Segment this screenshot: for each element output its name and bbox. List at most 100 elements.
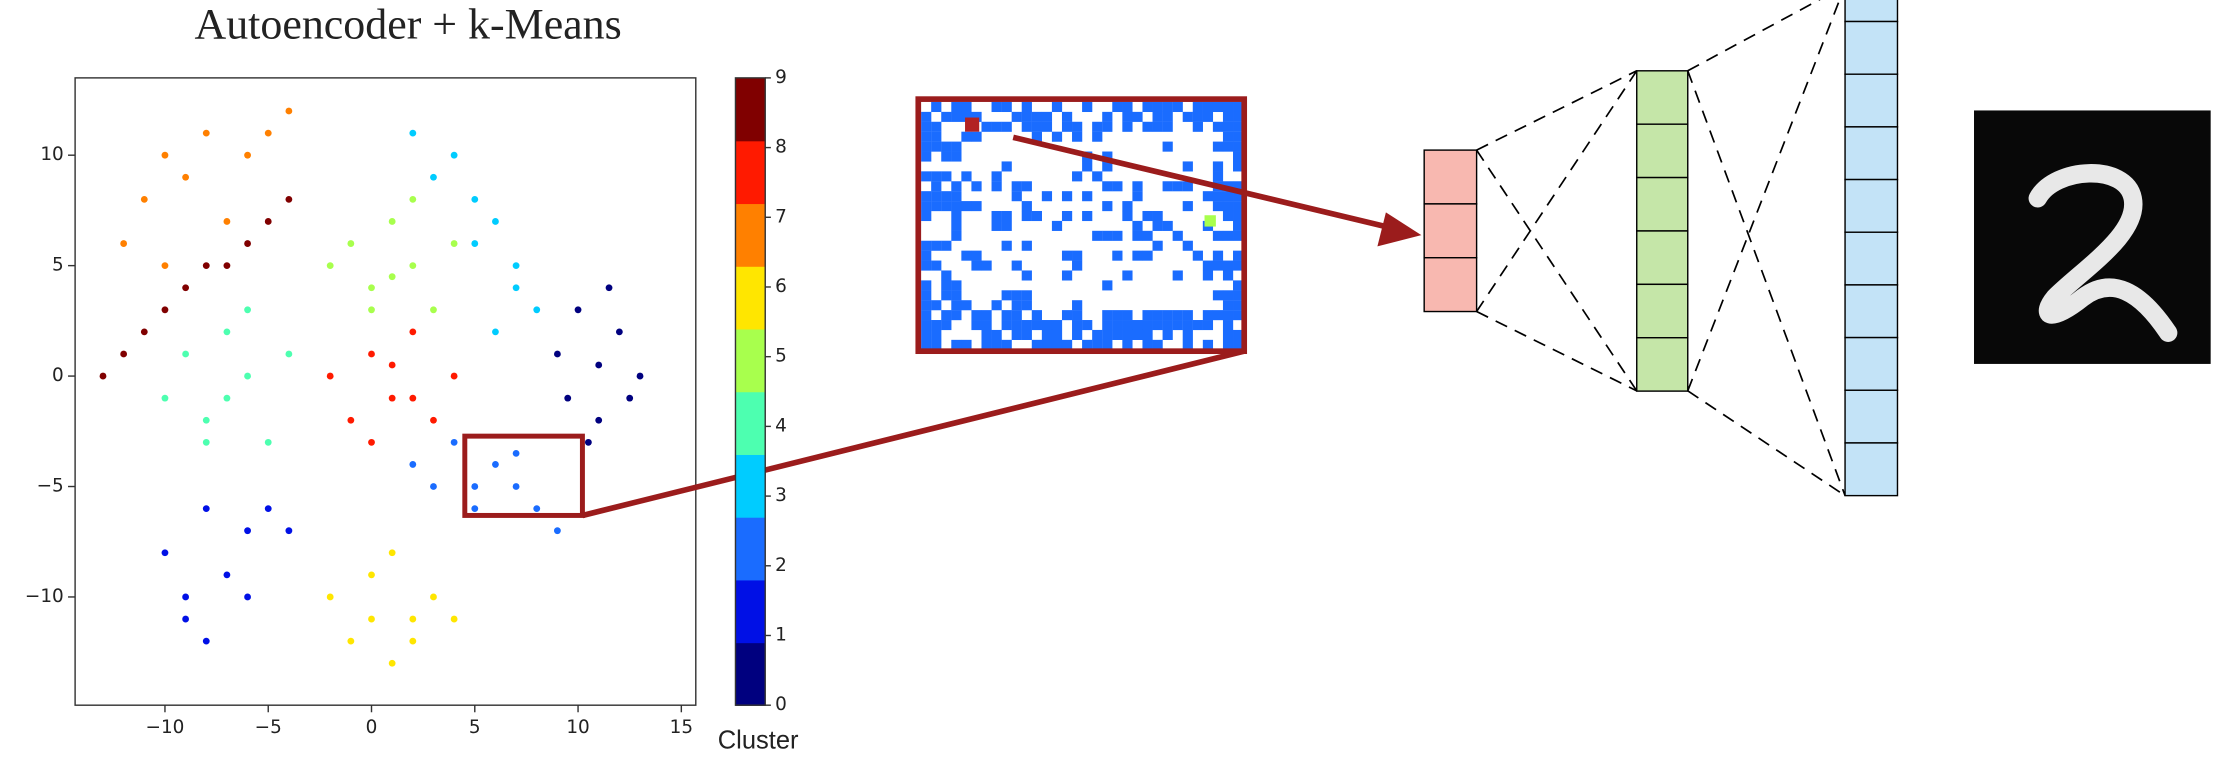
inset-pixel [1204,215,1216,227]
inset-pixel [1222,141,1234,152]
inset-pixel [1233,121,1244,132]
inset-pixel [1233,210,1244,222]
inset-pixel [1021,320,1032,331]
inset-pixel [921,151,932,162]
layer-cell [1844,442,1899,497]
inset-pixel [1102,201,1113,212]
inset-pixel [921,329,932,340]
point [450,438,458,446]
inset-pixel [1061,310,1073,321]
point [430,593,437,601]
point [326,593,334,601]
inset-pixel [1182,111,1193,122]
inset-pixel [1061,339,1073,350]
x-tick-label: 5 [469,717,481,738]
point [492,461,499,468]
inset-pixel [1001,220,1012,231]
inset-pixel [961,201,972,212]
point [182,593,190,601]
inset-pixel [971,201,982,212]
inset-pixel [1162,121,1173,132]
inset-pixel [941,191,952,202]
inset-pixel [1041,111,1053,122]
inset-pixel [921,300,932,311]
inset-pixel [1162,101,1173,113]
inset-pixel [971,250,982,261]
point [471,195,479,203]
inset-pixel [1162,320,1173,331]
inset-pixel [1031,121,1042,132]
inset-pixel [1122,121,1133,132]
inset-pixel [1021,290,1032,301]
inset-pixel [1182,329,1193,340]
point [368,284,375,292]
inset-pixel [1222,191,1234,202]
inset-pixel [1001,121,1012,132]
inset-pixel [1102,121,1113,132]
point [471,505,479,513]
point [409,195,417,203]
point [347,637,355,645]
inset-pixel [1222,329,1234,340]
inset-pixel [1212,101,1224,113]
inset-pixel [1222,121,1234,132]
inset-pixel [1072,300,1083,311]
inset-pixel [941,320,952,331]
inset-pixel [1031,320,1042,331]
point [244,593,251,601]
inset-pixel [1001,320,1012,331]
inset-pixel [961,300,972,311]
zoom-inset [918,99,1245,352]
point [244,151,251,159]
layer-cell [1844,336,1899,391]
inset-pixel [1112,250,1123,261]
inset-pixel [951,339,962,350]
inset-pixel [1182,161,1193,172]
inset-pixel [1162,310,1173,321]
inset-pixel [941,151,952,162]
point [615,328,623,336]
inset-pixel [1212,161,1224,172]
inset-pixel [1192,320,1203,331]
point [450,615,458,623]
point [223,262,231,270]
inset-pixel [1021,101,1032,113]
point [161,306,169,314]
inset-pixel [1122,111,1133,122]
inset-pixel [1122,201,1133,212]
inset-pixel [1041,329,1053,340]
point [388,394,396,402]
point [554,527,561,535]
inset-pixel [1162,181,1173,192]
inset-pixel [1102,161,1113,172]
inset-pixel [1041,320,1053,331]
inset-pixel [1233,191,1244,202]
point [388,659,396,667]
inset-pixel [981,121,992,132]
point [430,483,437,490]
point [626,394,634,402]
inset-pixel [961,111,972,122]
inset-pixel [1102,320,1113,331]
inset-pixel [1202,310,1214,321]
point [512,483,520,490]
inset-pixel [1051,339,1063,350]
inset-pixel [981,260,992,271]
inset-pixel [1172,320,1183,331]
point [182,284,190,292]
x-tick-label: −5 [255,717,282,738]
y-tick-label: −5 [37,476,64,497]
inset-pixel [1202,320,1214,331]
layer-cell [1636,123,1689,179]
inset-pixel [1031,339,1042,350]
inset-pixel [1192,101,1203,113]
inset-pixel [921,201,932,212]
inset-pixel [921,191,932,202]
inset-pixel [1082,101,1093,113]
inset-pixel [1222,290,1234,301]
inset-pixel [1152,339,1163,350]
point [430,173,437,181]
x-tick-label: 0 [366,717,378,738]
inset-pixel [1202,111,1214,122]
